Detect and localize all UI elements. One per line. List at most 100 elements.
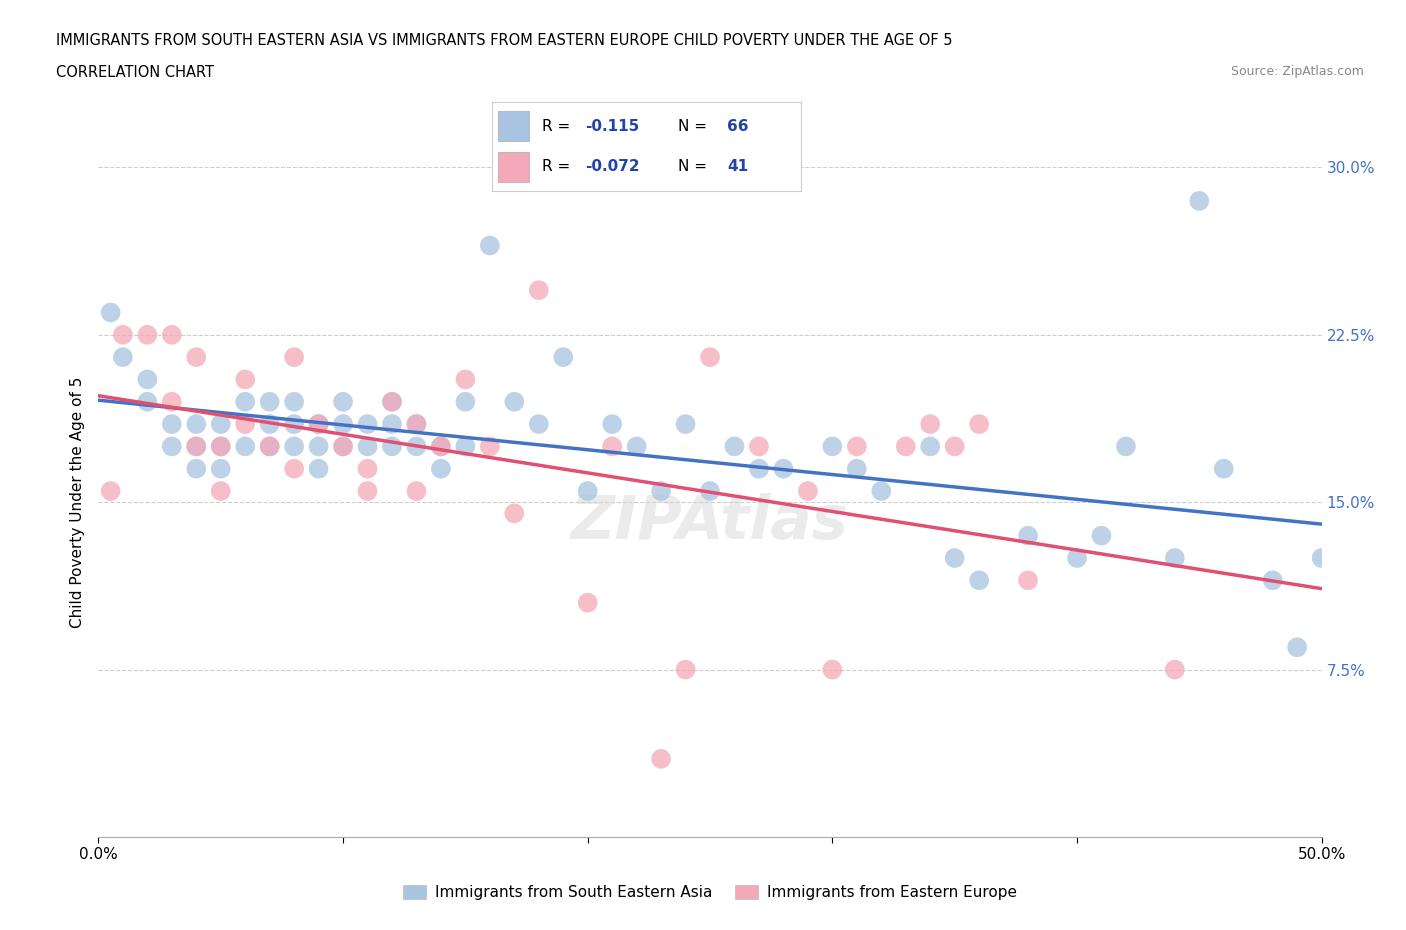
Text: N =: N =: [678, 159, 711, 174]
Point: [576, 484, 599, 498]
Point: [405, 484, 427, 498]
Point: [943, 439, 966, 454]
Point: [894, 439, 917, 454]
Point: [209, 461, 232, 476]
Legend: Immigrants from South Eastern Asia, Immigrants from Eastern Europe: Immigrants from South Eastern Asia, Immi…: [396, 879, 1024, 907]
Point: [1212, 461, 1234, 476]
Point: [186, 439, 208, 454]
Point: [650, 751, 672, 766]
Point: [699, 484, 721, 498]
Point: [600, 417, 623, 432]
Point: [967, 573, 990, 588]
Point: [1261, 573, 1284, 588]
Point: [259, 394, 281, 409]
Point: [259, 439, 281, 454]
Point: [160, 439, 183, 454]
Point: [332, 394, 354, 409]
Point: [1090, 528, 1112, 543]
Point: [308, 439, 330, 454]
Point: [356, 484, 378, 498]
Point: [1017, 573, 1039, 588]
Point: [797, 484, 820, 498]
Point: [503, 394, 526, 409]
Point: [454, 394, 477, 409]
Y-axis label: Child Poverty Under the Age of 5: Child Poverty Under the Age of 5: [69, 377, 84, 628]
Point: [308, 417, 330, 432]
Point: [576, 595, 599, 610]
Point: [111, 350, 134, 365]
Point: [454, 439, 477, 454]
Point: [381, 439, 404, 454]
Text: R =: R =: [541, 159, 575, 174]
Point: [186, 461, 208, 476]
Text: 66: 66: [727, 119, 748, 134]
Point: [1164, 551, 1187, 565]
FancyBboxPatch shape: [498, 152, 529, 182]
Point: [772, 461, 794, 476]
Point: [821, 439, 844, 454]
Point: [160, 394, 183, 409]
Point: [675, 417, 697, 432]
Text: Source: ZipAtlas.com: Source: ZipAtlas.com: [1230, 65, 1364, 78]
Text: -0.072: -0.072: [585, 159, 640, 174]
Point: [233, 417, 256, 432]
Point: [1310, 551, 1333, 565]
Point: [356, 439, 378, 454]
Point: [136, 327, 159, 342]
Point: [160, 417, 183, 432]
Text: ZIPAtlas: ZIPAtlas: [571, 493, 849, 551]
FancyBboxPatch shape: [498, 112, 529, 141]
Point: [650, 484, 672, 498]
Point: [283, 417, 305, 432]
Point: [332, 439, 354, 454]
Point: [233, 372, 256, 387]
Point: [381, 394, 404, 409]
Point: [111, 327, 134, 342]
Point: [967, 417, 990, 432]
Point: [259, 417, 281, 432]
Point: [233, 394, 256, 409]
Point: [943, 551, 966, 565]
Text: IMMIGRANTS FROM SOUTH EASTERN ASIA VS IMMIGRANTS FROM EASTERN EUROPE CHILD POVER: IMMIGRANTS FROM SOUTH EASTERN ASIA VS IM…: [56, 33, 953, 47]
Text: -0.115: -0.115: [585, 119, 640, 134]
Point: [920, 439, 942, 454]
Point: [209, 439, 232, 454]
Point: [600, 439, 623, 454]
Point: [430, 439, 453, 454]
Point: [920, 417, 942, 432]
Point: [478, 238, 501, 253]
Point: [1286, 640, 1309, 655]
Point: [405, 417, 427, 432]
Point: [259, 439, 281, 454]
Point: [1115, 439, 1137, 454]
Point: [308, 461, 330, 476]
Point: [845, 461, 868, 476]
Point: [283, 439, 305, 454]
Point: [626, 439, 648, 454]
Text: N =: N =: [678, 119, 711, 134]
Point: [332, 439, 354, 454]
Point: [454, 372, 477, 387]
Point: [430, 439, 453, 454]
Point: [100, 305, 122, 320]
Point: [283, 394, 305, 409]
Point: [553, 350, 575, 365]
Point: [356, 417, 378, 432]
Point: [186, 439, 208, 454]
Point: [136, 394, 159, 409]
Point: [478, 439, 501, 454]
Point: [1164, 662, 1187, 677]
Point: [209, 417, 232, 432]
Point: [527, 283, 550, 298]
Point: [186, 350, 208, 365]
Point: [1188, 193, 1211, 208]
Point: [356, 461, 378, 476]
Point: [748, 439, 770, 454]
Text: R =: R =: [541, 119, 575, 134]
Point: [503, 506, 526, 521]
Point: [1017, 528, 1039, 543]
Point: [430, 461, 453, 476]
Point: [699, 350, 721, 365]
Point: [527, 417, 550, 432]
Point: [381, 417, 404, 432]
